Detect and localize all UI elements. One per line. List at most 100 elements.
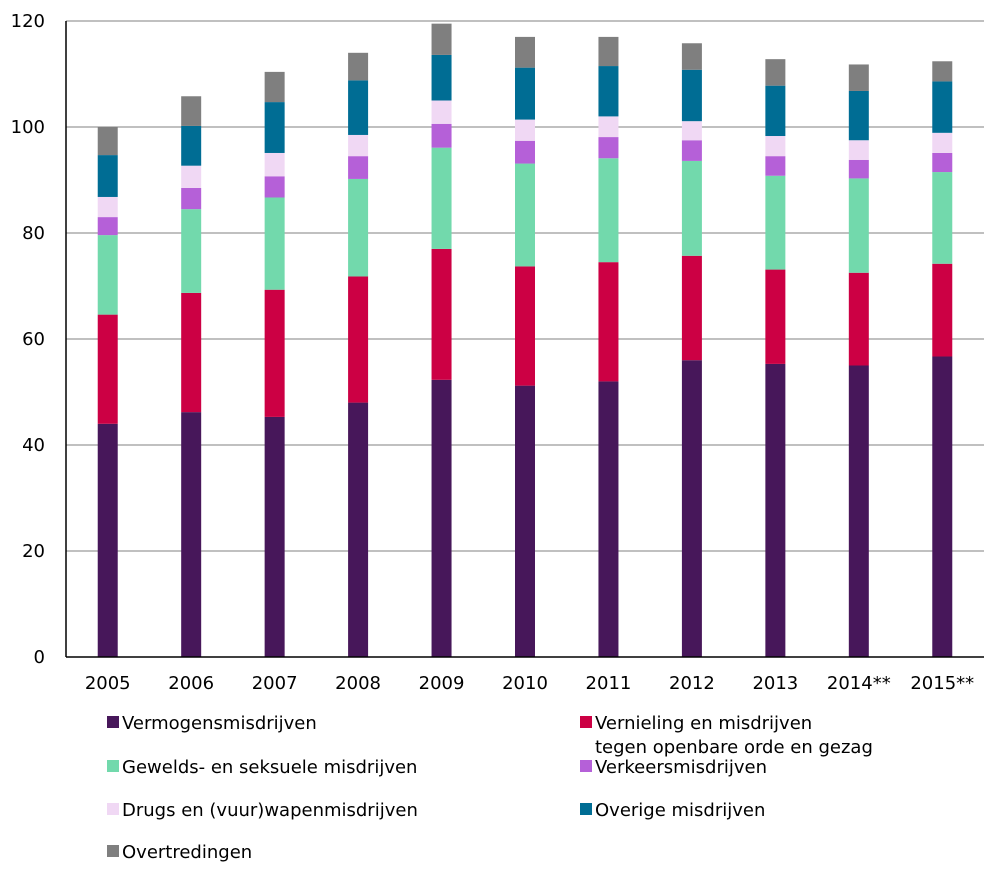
bar-segment xyxy=(598,36,619,67)
x-tick-label: 2012 xyxy=(669,673,715,694)
bar-segment xyxy=(598,158,619,263)
bar-segment xyxy=(431,23,452,55)
bar-segment xyxy=(848,365,869,657)
bar-segment xyxy=(431,248,452,380)
bar-segment xyxy=(515,385,535,657)
y-tick-label: 120 xyxy=(11,11,45,32)
y-tick-label: 60 xyxy=(22,329,45,350)
legend-label: Overige misdrijven xyxy=(595,800,765,821)
legend-label: Vermogensmisdrijven xyxy=(122,713,317,734)
bar-segment xyxy=(264,71,285,103)
bar-segment xyxy=(515,266,535,386)
bar-segment xyxy=(598,66,619,117)
bar-segment xyxy=(181,125,202,166)
bar-segment xyxy=(97,314,118,424)
bar-segment xyxy=(348,156,369,179)
bar-segment xyxy=(598,137,619,159)
legend-label: Verkeersmisdrijven xyxy=(595,757,767,778)
bar-segment xyxy=(264,416,285,657)
bar-segment xyxy=(97,235,118,315)
bar-segment xyxy=(431,100,452,124)
bar-segment xyxy=(765,175,786,270)
x-axis-tick-labels: 2005 2006 2007 2008 2009 2010 2011 2012 2013 2014… xyxy=(85,673,974,694)
x-tick-label: 2014** xyxy=(827,673,891,694)
bar-segment xyxy=(431,54,452,101)
legend: Vermogensmisdrijven Vernieling en misdrij… xyxy=(107,713,873,863)
bar-segment xyxy=(181,412,202,657)
x-tick-label: 2006 xyxy=(168,673,214,694)
bar-segment xyxy=(431,379,452,657)
bar-segment xyxy=(681,43,702,70)
bar-segment xyxy=(515,36,535,68)
bar-segment xyxy=(681,69,702,122)
bar-segment xyxy=(515,67,535,120)
bar-segment xyxy=(598,262,619,382)
bar-segment xyxy=(932,132,953,153)
x-tick-label: 2009 xyxy=(419,673,465,694)
bar-segment xyxy=(264,102,285,153)
bar-segment xyxy=(681,360,702,657)
bar-segment xyxy=(181,292,202,413)
bar-segment xyxy=(932,263,953,357)
bar-segment xyxy=(515,119,535,141)
bar-segment xyxy=(765,363,786,657)
x-tick-label: 2008 xyxy=(335,673,381,694)
legend-label: Overtredingen xyxy=(122,842,252,863)
y-tick-label: 80 xyxy=(22,223,45,244)
bar-segment xyxy=(348,178,369,277)
bar-segment xyxy=(765,136,786,157)
x-tick-label: 2013 xyxy=(752,673,798,694)
bar-segment xyxy=(932,61,953,82)
bar-segment xyxy=(348,52,369,81)
bar-segment xyxy=(264,289,285,417)
legend-swatch xyxy=(580,716,592,728)
bar-segment xyxy=(848,178,869,273)
bar-segment xyxy=(598,381,619,657)
bar-segment xyxy=(348,402,369,657)
bar-segment xyxy=(264,197,285,290)
bar-segment xyxy=(181,96,202,126)
legend-swatch xyxy=(107,803,119,815)
bar-segment xyxy=(681,160,702,256)
bar-segment xyxy=(765,85,786,137)
bar-segment xyxy=(848,140,869,160)
legend-swatch xyxy=(107,845,119,857)
bar-segment xyxy=(348,134,369,157)
bar-segment xyxy=(97,423,118,657)
y-tick-label: 40 xyxy=(22,435,45,456)
y-tick-label: 0 xyxy=(34,647,45,668)
y-axis-tick-labels: 0 20 40 60 80 100 120 xyxy=(11,11,45,668)
x-tick-label: 2011 xyxy=(586,673,632,694)
legend-swatch xyxy=(107,716,119,728)
bar-segment xyxy=(515,140,535,164)
bar-segment xyxy=(515,163,535,267)
x-tick-label: 2007 xyxy=(252,673,298,694)
bar-segment xyxy=(932,356,953,657)
legend-label: Vernieling en misdrijven xyxy=(595,713,812,734)
bar-segment xyxy=(932,172,953,264)
x-tick-label: 2005 xyxy=(85,673,131,694)
bar-segment xyxy=(97,127,118,156)
legend-swatch xyxy=(107,760,119,772)
bar-segment xyxy=(264,176,285,198)
legend-label: Gewelds- en seksuele misdrijven xyxy=(122,757,417,778)
bar-segment xyxy=(681,255,702,361)
bar-segment xyxy=(431,147,452,249)
bar-segment xyxy=(97,155,118,197)
legend-swatch xyxy=(580,760,592,772)
y-tick-label: 20 xyxy=(22,541,45,562)
bar-segment xyxy=(848,272,869,366)
bar-segment xyxy=(598,116,619,138)
bars xyxy=(97,23,953,657)
bar-segment xyxy=(181,165,202,188)
x-tick-label: 2010 xyxy=(502,673,548,694)
legend-label: Drugs en (vuur)wapenmisdrijven xyxy=(122,800,418,821)
axes xyxy=(65,21,984,658)
bar-segment xyxy=(264,152,285,177)
bar-segment xyxy=(765,156,786,176)
bar-segment xyxy=(681,140,702,161)
legend-label: tegen openbare orde en gezag xyxy=(595,737,873,758)
bar-segment xyxy=(932,152,953,173)
bar-segment xyxy=(848,64,869,91)
